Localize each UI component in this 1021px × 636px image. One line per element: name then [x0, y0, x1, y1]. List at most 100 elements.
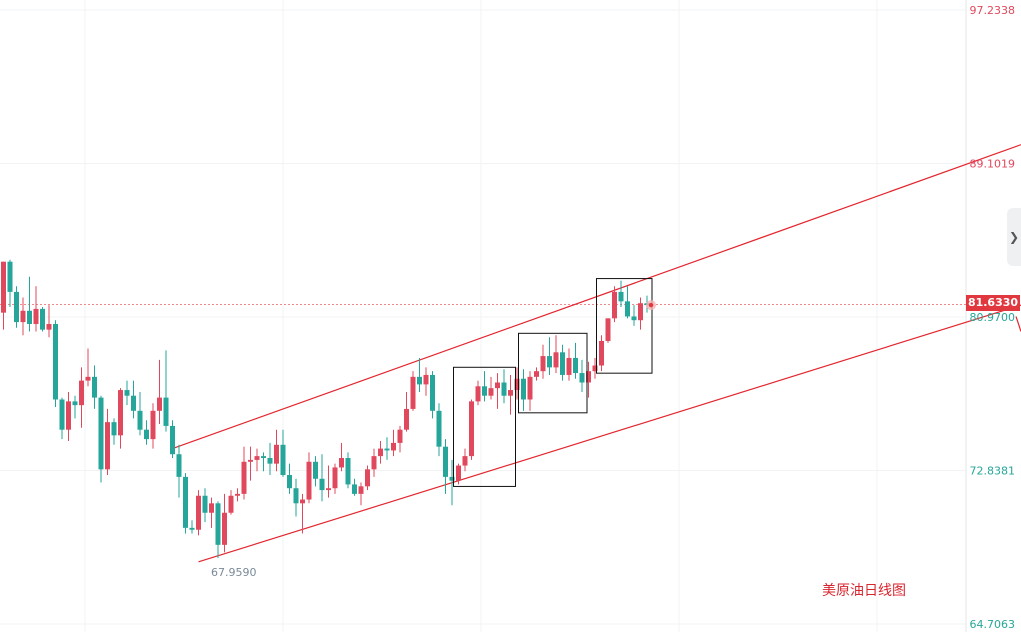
- grid: [0, 0, 966, 632]
- candle-body: [229, 496, 234, 513]
- candle-body: [619, 292, 624, 301]
- candle-body: [320, 479, 325, 490]
- candle-body: [339, 458, 344, 467]
- candle-body: [430, 375, 435, 411]
- candle-body: [463, 456, 468, 465]
- candle-body: [437, 411, 442, 447]
- candle-body: [40, 309, 45, 330]
- candle-body: [203, 496, 208, 513]
- candle-body: [209, 503, 214, 512]
- candle-body: [1, 262, 6, 313]
- candle-body: [242, 462, 247, 494]
- price-tick-label: 72.8381: [970, 465, 1016, 478]
- price-tick-label: 89.1019: [970, 158, 1016, 171]
- candle-body: [170, 426, 175, 454]
- candle-body: [222, 513, 227, 545]
- candle-body: [131, 396, 136, 411]
- candle-body: [47, 324, 52, 330]
- candle-body: [34, 309, 39, 324]
- candle-body: [138, 411, 143, 430]
- candle-body: [573, 358, 578, 373]
- candle-body: [294, 488, 299, 503]
- candle-body: [144, 430, 149, 439]
- candle-body: [378, 449, 383, 457]
- chart-caption: 美原油日线图: [822, 580, 906, 600]
- candle-body: [235, 494, 240, 496]
- candle-body: [105, 422, 110, 469]
- candle-body: [14, 292, 19, 322]
- candle-body: [372, 456, 377, 469]
- lower-trendline: [199, 305, 1021, 562]
- candle-body: [580, 373, 585, 382]
- current-price-tag: 81.6330: [966, 295, 1020, 311]
- candle-body: [404, 409, 409, 430]
- candle-body: [625, 301, 630, 316]
- low-price-annotation: 67.9590: [211, 566, 257, 579]
- candle-body: [112, 422, 117, 435]
- candle-body: [177, 454, 182, 477]
- candle-body: [300, 500, 305, 504]
- candle-body: [274, 445, 279, 464]
- candle-body: [385, 449, 390, 451]
- candle-body: [528, 377, 533, 400]
- price-tick-label: 97.2338: [970, 4, 1016, 17]
- candle-body: [183, 477, 188, 528]
- candle-body: [599, 341, 604, 366]
- candle-body: [495, 383, 500, 389]
- candle-body: [190, 528, 195, 530]
- candle-body: [99, 398, 104, 470]
- candle-body: [638, 303, 643, 320]
- consolidation-box-3: [597, 279, 653, 374]
- candle-body: [534, 371, 539, 377]
- candle-body: [482, 386, 487, 395]
- chevron-right-icon[interactable]: ❯: [1007, 208, 1021, 266]
- candle-body: [521, 379, 526, 400]
- last-price-dot: [649, 303, 653, 307]
- candle-body: [508, 390, 513, 396]
- candle-body: [287, 475, 292, 488]
- candle-body: [456, 466, 461, 481]
- candle-body: [164, 398, 169, 426]
- candle-body: [73, 401, 78, 405]
- candle-body: [398, 430, 403, 443]
- candle-body: [66, 401, 71, 429]
- candle-body: [632, 316, 637, 320]
- candle-body: [157, 398, 162, 411]
- candle-body: [476, 386, 481, 401]
- candle-body: [502, 383, 507, 396]
- candle-body: [248, 460, 253, 462]
- candle-body: [541, 356, 546, 371]
- candle-body: [326, 488, 331, 490]
- candle-body: [255, 456, 260, 460]
- candle-body: [443, 447, 448, 477]
- candle-body: [21, 311, 26, 322]
- candle-body: [417, 377, 422, 385]
- candle-body: [118, 390, 123, 435]
- candle-body: [196, 496, 201, 530]
- candle-body: [216, 503, 221, 545]
- candle-body: [268, 458, 273, 464]
- candle-body: [60, 399, 65, 429]
- candle-body: [261, 456, 266, 458]
- candle-body: [554, 352, 559, 367]
- candle-body: [313, 462, 318, 479]
- candle-body: [547, 356, 552, 367]
- candle-body: [92, 377, 97, 398]
- candle-body: [79, 381, 84, 406]
- candle-body: [365, 469, 370, 486]
- candle-body: [424, 375, 429, 384]
- candle-body: [469, 401, 474, 456]
- candle-body: [281, 445, 286, 475]
- candle-body: [27, 311, 32, 324]
- candle-body: [391, 443, 396, 451]
- candle-body: [359, 486, 364, 494]
- candle-body: [612, 292, 617, 318]
- candle-body: [125, 390, 130, 396]
- candle-body: [567, 358, 572, 375]
- candle-body: [346, 458, 351, 484]
- candle-body: [606, 318, 611, 341]
- candle-body: [151, 411, 156, 439]
